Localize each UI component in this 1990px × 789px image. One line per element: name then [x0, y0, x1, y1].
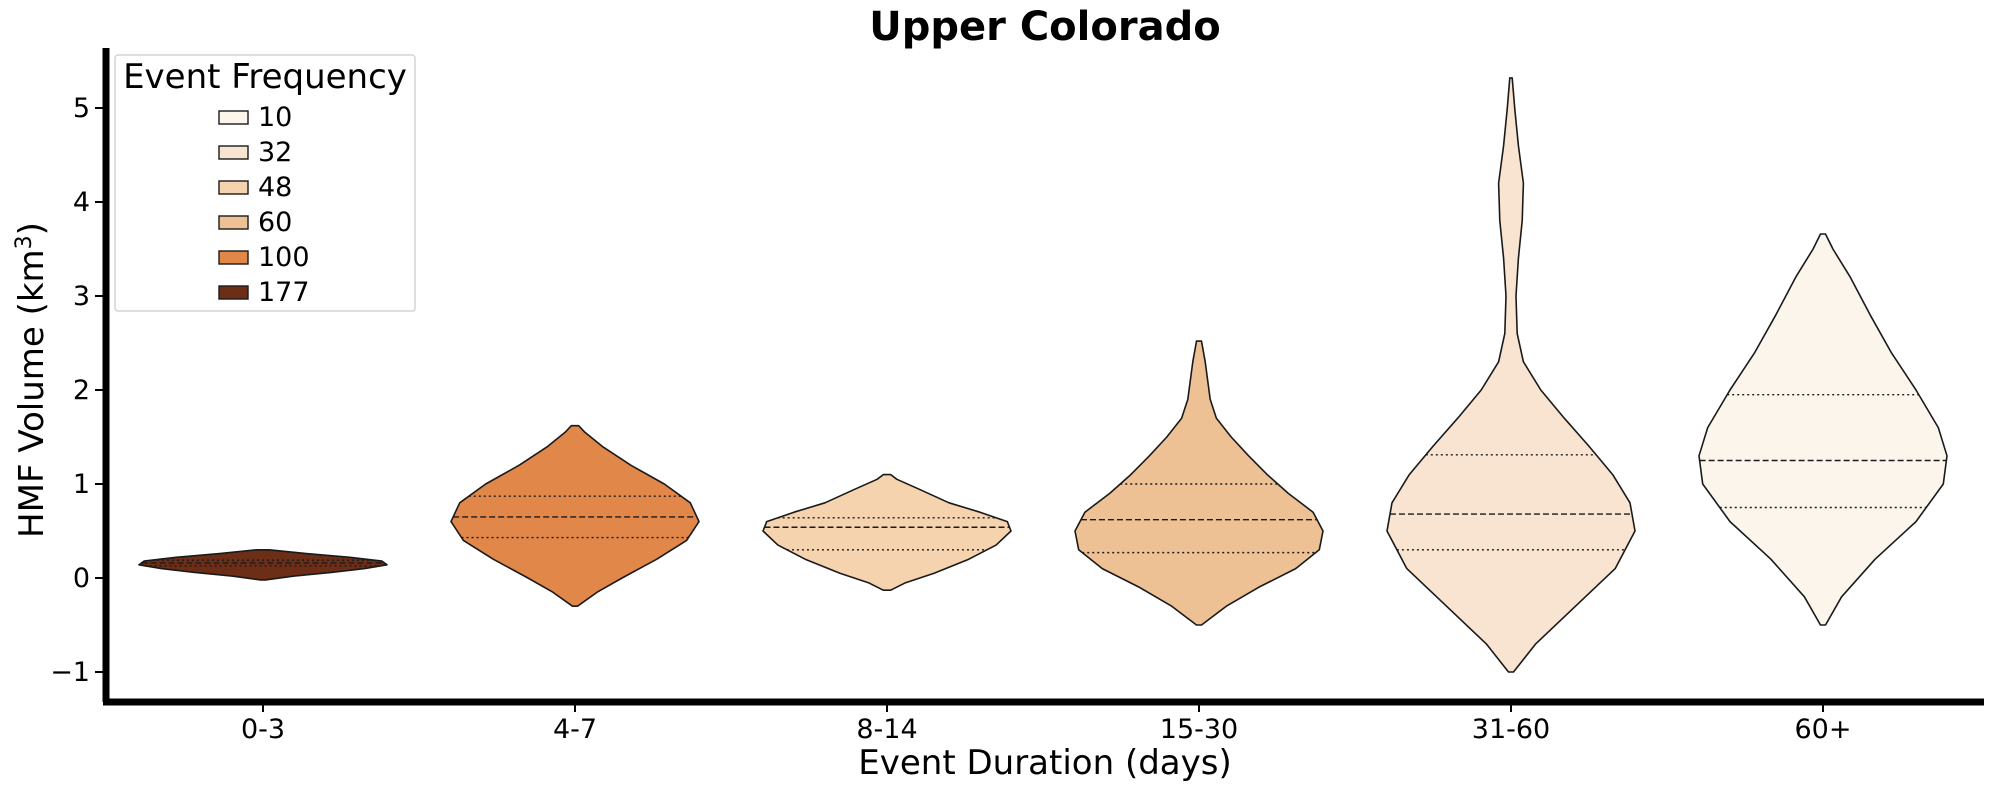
legend-swatch — [218, 250, 249, 265]
y-axis-label: HMF Volume (km3) — [12, 222, 52, 538]
y-axis-label-main: HMF Volume (km — [12, 249, 52, 538]
y-tick-label: −1 — [50, 657, 90, 688]
violin-31-60 — [1386, 77, 1636, 673]
y-axis-label-superscript: 3 — [12, 235, 37, 249]
x-tick-label: 15-30 — [1160, 714, 1238, 745]
legend-swatch — [218, 145, 249, 160]
x-tick-label: 8-14 — [856, 714, 917, 745]
legend-label: 177 — [258, 277, 310, 308]
legend-title: Event Frequency — [123, 57, 407, 97]
x-tick-label: 60+ — [1795, 714, 1852, 745]
legend-box — [114, 54, 416, 312]
y-tick-label: 3 — [73, 281, 90, 312]
legend-entries: 10 32 48 60 100 177 — [218, 102, 310, 308]
legend-swatch — [218, 110, 249, 125]
legend-label: 100 — [258, 242, 310, 273]
y-tick-label: 2 — [73, 375, 90, 406]
y-tick-label: 4 — [73, 187, 90, 218]
legend-swatch — [218, 215, 249, 230]
x-tick-label: 0-3 — [241, 714, 285, 745]
x-axis-label: Event Duration (days) — [858, 743, 1231, 783]
legend-label: 10 — [258, 102, 292, 133]
legend-label: 48 — [258, 172, 292, 203]
y-tick-label: 5 — [73, 93, 90, 124]
y-tick-label: 1 — [73, 469, 90, 500]
violin-60+ — [1698, 233, 1948, 626]
violin-8-14 — [762, 473, 1012, 591]
x-tick-label: 4-7 — [553, 714, 597, 745]
legend-label: 32 — [258, 137, 292, 168]
y-tick-label: 0 — [73, 563, 90, 594]
y-axis-label-close: ) — [12, 222, 52, 235]
legend: Event Frequency 10 32 48 60 100 177 — [114, 54, 416, 312]
legend-label: 60 — [258, 207, 292, 238]
violins-layer — [138, 77, 1948, 673]
violin-0-3 — [138, 549, 388, 581]
y-ticks: −1 0 1 2 3 4 5 — [50, 93, 106, 688]
chart-title: Upper Colorado — [869, 4, 1220, 50]
x-tick-label: 31-60 — [1472, 714, 1550, 745]
x-ticks: 0-3 4-7 8-14 15-30 31-60 60+ — [241, 702, 1852, 745]
legend-swatch — [218, 180, 249, 195]
legend-swatch — [218, 285, 249, 300]
violin-15-30 — [1074, 340, 1324, 626]
violin-4-7 — [450, 424, 700, 607]
